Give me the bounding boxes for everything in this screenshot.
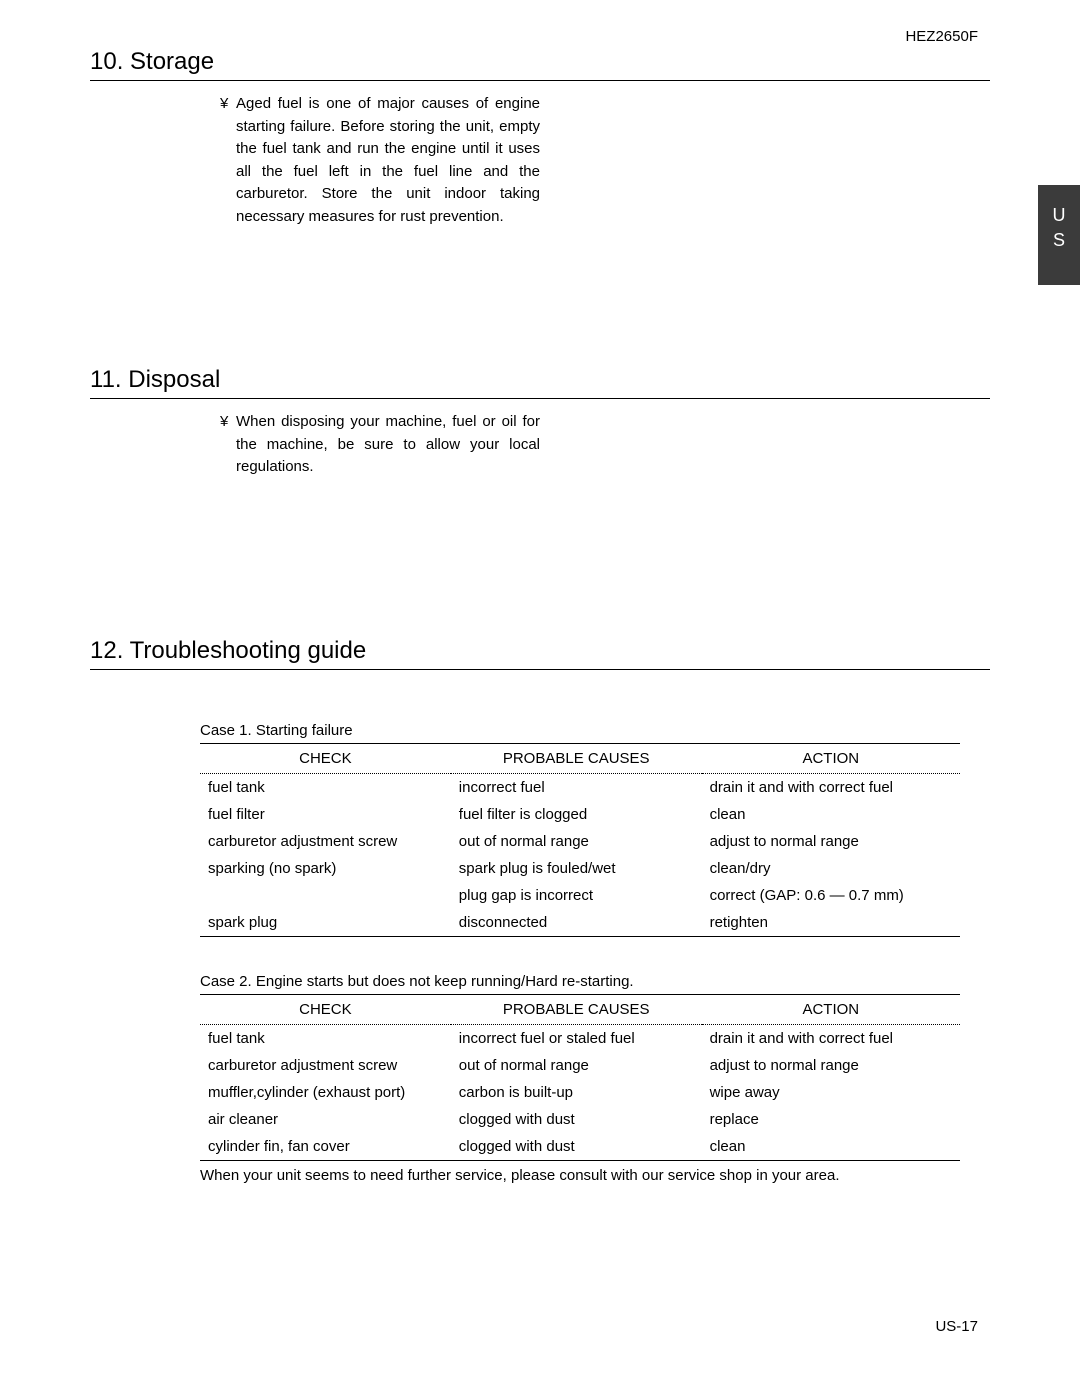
- service-footnote: When your unit seems to need further ser…: [200, 1167, 960, 1184]
- cell: fuel tank: [200, 1024, 451, 1052]
- table-row: carburetor adjustment screw out of norma…: [200, 1052, 960, 1079]
- cell: carbon is built-up: [451, 1079, 702, 1106]
- case1-title: Case 1. Starting failure: [200, 722, 960, 739]
- cell: clogged with dust: [451, 1106, 702, 1133]
- bullet-icon: ¥: [220, 93, 236, 228]
- cell: fuel filter is clogged: [451, 801, 702, 828]
- disposal-body: ¥ When disposing your machine, fuel or o…: [220, 411, 540, 479]
- cell: correct (GAP: 0.6 — 0.7 mm): [702, 882, 960, 909]
- page: HEZ2650F U S 10. Storage ¥ Aged fuel is …: [0, 0, 1080, 1397]
- storage-body: ¥ Aged fuel is one of major causes of en…: [220, 93, 540, 228]
- cell: air cleaner: [200, 1106, 451, 1133]
- case1-col-cause: PROBABLE CAUSES: [451, 743, 702, 773]
- side-tab-line1: U: [1053, 203, 1066, 228]
- cell: drain it and with correct fuel: [702, 773, 960, 801]
- table-row: muffler,cylinder (exhaust port) carbon i…: [200, 1079, 960, 1106]
- header-model: HEZ2650F: [905, 28, 978, 45]
- table-row: air cleaner clogged with dust replace: [200, 1106, 960, 1133]
- case2-title: Case 2. Engine starts but does not keep …: [200, 973, 960, 990]
- cell: plug gap is incorrect: [451, 882, 702, 909]
- cell: clean: [702, 1133, 960, 1161]
- cell: drain it and with correct fuel: [702, 1024, 960, 1052]
- case2-table: CHECK PROBABLE CAUSES ACTION fuel tank i…: [200, 994, 960, 1161]
- storage-text: Aged fuel is one of major causes of engi…: [236, 93, 540, 228]
- troubleshooting-content: Case 1. Starting failure CHECK PROBABLE …: [200, 722, 960, 1184]
- table-row: plug gap is incorrect correct (GAP: 0.6 …: [200, 882, 960, 909]
- cell: out of normal range: [451, 828, 702, 855]
- side-tab-line2: S: [1053, 228, 1065, 253]
- cell: retighten: [702, 909, 960, 937]
- cell: fuel filter: [200, 801, 451, 828]
- cell: incorrect fuel: [451, 773, 702, 801]
- cell: spark plug: [200, 909, 451, 937]
- cell: incorrect fuel or staled fuel: [451, 1024, 702, 1052]
- case2-col-cause: PROBABLE CAUSES: [451, 994, 702, 1024]
- heading-troubleshooting: 12. Troubleshooting guide: [90, 637, 990, 670]
- bullet-icon: ¥: [220, 411, 236, 479]
- page-number: US-17: [935, 1318, 978, 1335]
- cell: sparking (no spark): [200, 855, 451, 882]
- cell: clogged with dust: [451, 1133, 702, 1161]
- cell: carburetor adjustment screw: [200, 1052, 451, 1079]
- cell: replace: [702, 1106, 960, 1133]
- table-row: cylinder fin, fan cover clogged with dus…: [200, 1133, 960, 1161]
- heading-disposal: 11. Disposal: [90, 366, 990, 399]
- case1-col-action: ACTION: [702, 743, 960, 773]
- table-row: fuel filter fuel filter is clogged clean: [200, 801, 960, 828]
- table-row: spark plug disconnected retighten: [200, 909, 960, 937]
- cell: out of normal range: [451, 1052, 702, 1079]
- case1-table: CHECK PROBABLE CAUSES ACTION fuel tank i…: [200, 743, 960, 937]
- cell: adjust to normal range: [702, 828, 960, 855]
- disposal-text: When disposing your machine, fuel or oil…: [236, 411, 540, 479]
- section-disposal: 11. Disposal ¥ When disposing your machi…: [90, 366, 990, 479]
- case2-col-action: ACTION: [702, 994, 960, 1024]
- heading-storage: 10. Storage: [90, 48, 990, 81]
- cell: disconnected: [451, 909, 702, 937]
- cell: cylinder fin, fan cover: [200, 1133, 451, 1161]
- cell: spark plug is fouled/wet: [451, 855, 702, 882]
- cell: carburetor adjustment screw: [200, 828, 451, 855]
- table-row: sparking (no spark) spark plug is fouled…: [200, 855, 960, 882]
- side-tab: U S: [1038, 185, 1080, 285]
- cell: clean/dry: [702, 855, 960, 882]
- case2-col-check: CHECK: [200, 994, 451, 1024]
- cell: clean: [702, 801, 960, 828]
- cell: adjust to normal range: [702, 1052, 960, 1079]
- cell: [200, 882, 451, 909]
- table-row: fuel tank incorrect fuel or staled fuel …: [200, 1024, 960, 1052]
- case1-col-check: CHECK: [200, 743, 451, 773]
- table-row: fuel tank incorrect fuel drain it and wi…: [200, 773, 960, 801]
- section-storage: 10. Storage ¥ Aged fuel is one of major …: [90, 48, 990, 228]
- cell: muffler,cylinder (exhaust port): [200, 1079, 451, 1106]
- cell: fuel tank: [200, 773, 451, 801]
- cell: wipe away: [702, 1079, 960, 1106]
- section-troubleshooting: 12. Troubleshooting guide Case 1. Starti…: [90, 637, 990, 1184]
- table-row: carburetor adjustment screw out of norma…: [200, 828, 960, 855]
